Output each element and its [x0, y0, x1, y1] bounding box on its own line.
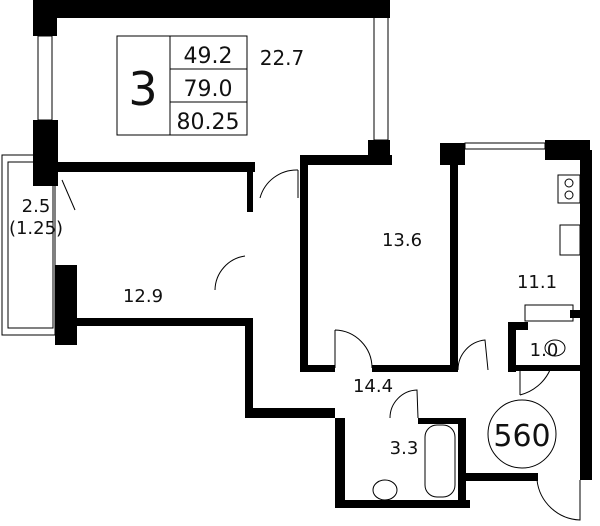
kitchen-area: 11.1: [517, 272, 557, 293]
sink-icon: [559, 224, 581, 256]
apartment-number: 560: [493, 419, 550, 454]
wc-area: 1.0: [530, 340, 559, 361]
bedroom-1-area: 12.9: [123, 286, 163, 307]
shelf-icon: [524, 304, 574, 322]
bathtub-icon: [424, 424, 456, 498]
doors: [61, 169, 581, 521]
windows: [1, 15, 546, 336]
fixtures: [372, 174, 581, 501]
bedroom-2-area: 13.6: [382, 230, 422, 251]
total-area-with-balcony: 80.25: [177, 110, 240, 135]
hallway-area: 14.4: [353, 376, 393, 397]
rooms-count: 3: [128, 62, 157, 116]
bathroom-area: 3.3: [390, 438, 419, 459]
living-area: 49.2: [184, 44, 233, 69]
apartment-number-circle: [487, 399, 557, 469]
stove-icon: [557, 174, 581, 204]
balcony-reduced-area: (1.25): [9, 218, 63, 239]
balcony-area: 2.5: [22, 196, 51, 217]
wc-toilet-icon: [544, 339, 566, 357]
toilet-icon: [372, 479, 398, 501]
living-room-area: 22.7: [260, 46, 305, 70]
total-area: 79.0: [184, 77, 233, 102]
summary-box: [116, 35, 248, 136]
walls: [33, 0, 592, 508]
